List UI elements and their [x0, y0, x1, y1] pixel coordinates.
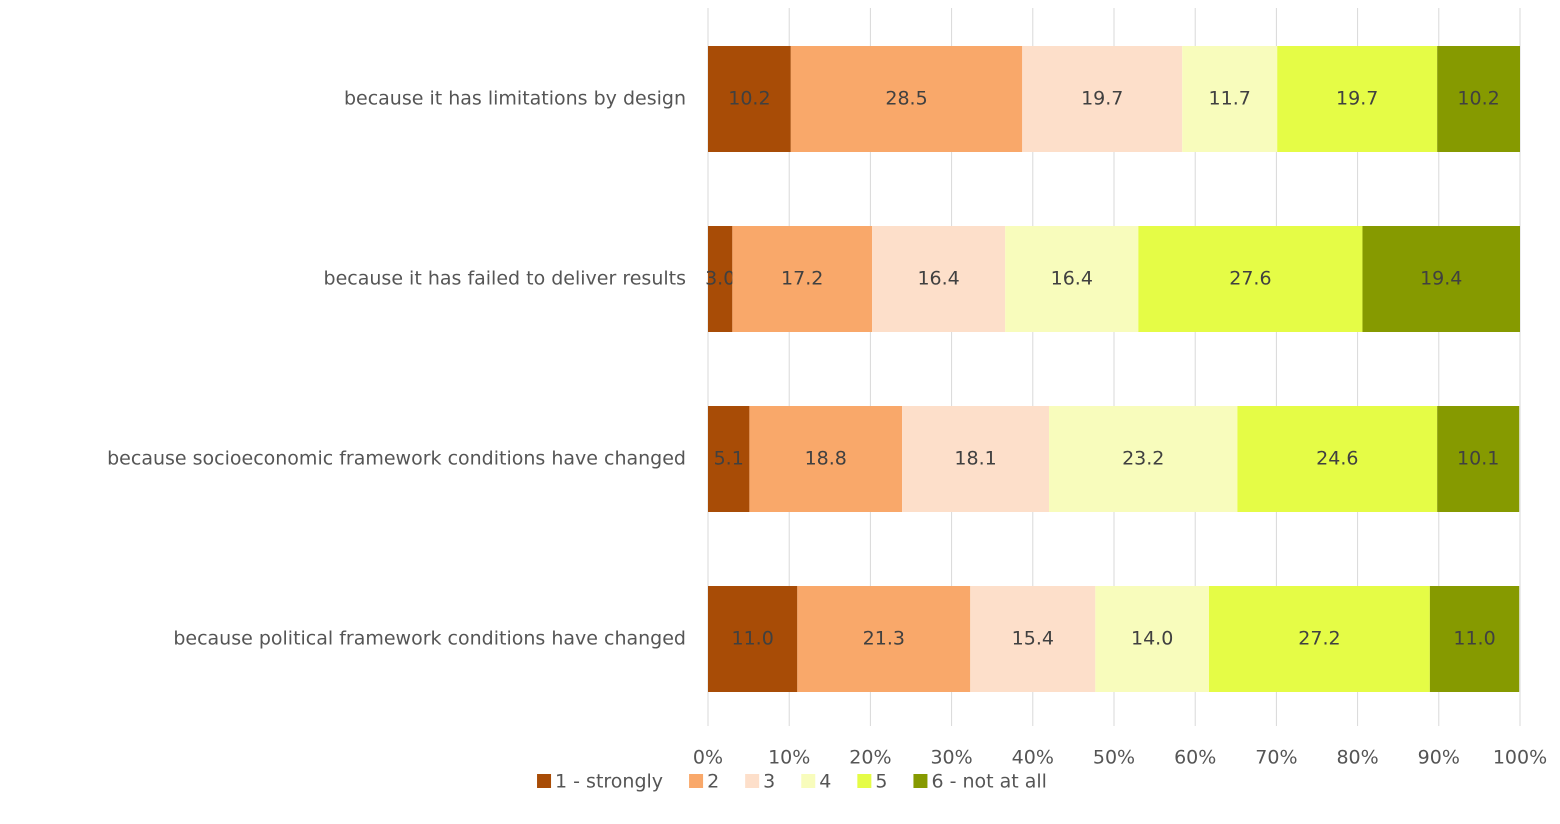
data-label: 28.5	[885, 88, 927, 110]
data-label: 15.4	[1012, 628, 1054, 650]
data-label: 10.1	[1457, 448, 1499, 470]
bar-segment	[1005, 226, 1139, 332]
bar-segment	[1237, 406, 1438, 512]
data-label: 27.6	[1229, 268, 1271, 290]
bar-segment	[708, 46, 791, 152]
data-label: 23.2	[1122, 448, 1164, 470]
data-label: 14.0	[1131, 628, 1173, 650]
data-label: 16.4	[917, 268, 959, 290]
bar-segment	[1437, 406, 1520, 512]
data-label: 21.3	[863, 628, 905, 650]
data-label: 11.0	[732, 628, 774, 650]
legend-swatch	[801, 774, 816, 788]
bar-segment	[708, 406, 750, 512]
x-tick-label: 10%	[768, 747, 810, 769]
x-tick-label: 80%	[1336, 747, 1378, 769]
bar-segment	[1277, 46, 1438, 152]
data-label: 5.1	[714, 448, 744, 470]
data-label: 19.4	[1420, 268, 1462, 290]
data-label: 16.4	[1051, 268, 1093, 290]
bar-segment	[797, 586, 971, 692]
data-label: 18.1	[954, 448, 996, 470]
x-tick-label: 0%	[693, 747, 723, 769]
bar-segment	[732, 226, 873, 332]
bar-segment	[1437, 46, 1520, 152]
bar-segment	[1095, 586, 1210, 692]
bar-segment	[902, 406, 1050, 512]
bar-segment	[1362, 226, 1520, 332]
legend-swatch	[689, 774, 704, 788]
x-tick-label: 70%	[1255, 747, 1297, 769]
data-label: 27.2	[1298, 628, 1340, 650]
x-tick-label: 30%	[930, 747, 972, 769]
legend-label: 3	[763, 771, 775, 793]
x-tick-label: 20%	[849, 747, 891, 769]
legend-label: 5	[875, 771, 887, 793]
bar-segment	[872, 226, 1006, 332]
x-tick-label: 40%	[1012, 747, 1054, 769]
legend-label: 6 - not at all	[931, 771, 1047, 793]
legend-label: 2	[707, 771, 719, 793]
y-tick-label: because it has failed to deliver results	[324, 268, 686, 290]
bar-segment	[790, 46, 1023, 152]
bar-segment	[970, 586, 1096, 692]
legend-swatch	[857, 774, 872, 788]
data-label: 10.2	[1457, 88, 1499, 110]
bar-segment	[1138, 226, 1363, 332]
legend-swatch	[745, 774, 760, 788]
x-tick-label: 90%	[1418, 747, 1460, 769]
data-label: 24.6	[1316, 448, 1358, 470]
data-label: 10.2	[728, 88, 770, 110]
x-tick-label: 100%	[1493, 747, 1547, 769]
x-tick-label: 50%	[1093, 747, 1135, 769]
data-label: 19.7	[1081, 88, 1123, 110]
data-label: 3.0	[705, 268, 735, 290]
data-label: 17.2	[781, 268, 823, 290]
data-label: 11.0	[1453, 628, 1495, 650]
legend-label: 1 - strongly	[555, 771, 663, 793]
bar-segment	[1022, 46, 1183, 152]
data-label: 19.7	[1336, 88, 1378, 110]
x-tick-label: 60%	[1174, 747, 1216, 769]
bar-segment	[749, 406, 903, 512]
legend-swatch	[537, 774, 552, 788]
bar-segment	[1429, 586, 1520, 692]
bar-segment	[708, 586, 798, 692]
bar-segment	[708, 226, 733, 332]
bar-segment	[1209, 586, 1430, 692]
y-tick-label: because political framework conditions h…	[173, 628, 686, 650]
y-tick-label: because it has limitations by design	[344, 88, 686, 110]
bar-segment	[1049, 406, 1238, 512]
legend-swatch	[913, 774, 928, 788]
data-label: 18.8	[805, 448, 847, 470]
legend-label: 4	[819, 771, 831, 793]
y-tick-label: because socioeconomic framework conditio…	[107, 448, 686, 470]
data-label: 11.7	[1209, 88, 1251, 110]
bar-segment	[1182, 46, 1278, 152]
